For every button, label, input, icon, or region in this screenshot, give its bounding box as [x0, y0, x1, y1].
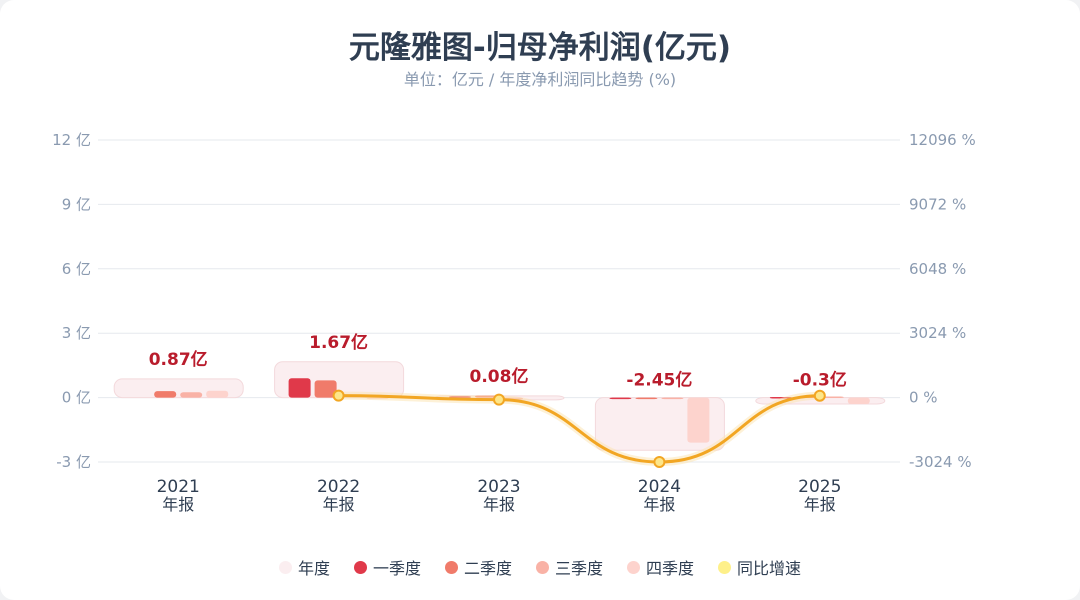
quarter-bar-3 — [661, 397, 684, 400]
legend: 年度 一季度 二季度 三季度 四季度 同比增速 — [0, 555, 1080, 579]
yoy-point — [332, 389, 345, 402]
x-tick-sublabel: 年报 — [804, 495, 836, 514]
yoy-point — [493, 393, 505, 406]
y-tick-label: 6 亿 — [62, 260, 91, 278]
y2-tick-label: 3024 % — [909, 324, 966, 342]
quarter-bar-2 — [314, 380, 337, 398]
y-tick-label: 3 亿 — [62, 324, 91, 342]
y2-tick-label: 6048 % — [909, 260, 966, 278]
y-tick-label: 12 亿 — [52, 131, 91, 149]
quarter-bar-4 — [687, 397, 710, 443]
x-tick-sublabel: 年报 — [643, 495, 675, 514]
quarter-bar-2 — [635, 397, 658, 400]
quarter-bar-1 — [609, 397, 632, 400]
legend-swatch-icon — [278, 560, 292, 574]
y2-tick-label: 0 % — [909, 389, 938, 407]
y2-tick-label: -3024 % — [909, 453, 972, 471]
legend-label: 三季度 — [555, 559, 604, 578]
legend-item[interactable]: 二季度 — [444, 555, 512, 579]
annual-value-label: 0.08亿 — [470, 366, 529, 387]
quarter-bar-3 — [821, 396, 844, 399]
y2-tick-label: 12096 % — [909, 131, 976, 149]
chart-title: 元隆雅图-归母净利润(亿元) — [348, 30, 732, 66]
quarter-bar-4 — [847, 397, 870, 405]
x-tick-label: 2025 — [798, 477, 841, 497]
legend-item[interactable]: 年度 — [278, 555, 330, 579]
x-tick-label: 2021 — [157, 477, 200, 497]
legend-item[interactable]: 三季度 — [536, 555, 603, 579]
legend-swatch-icon — [536, 560, 549, 574]
legend-swatch-icon — [353, 560, 367, 574]
legend-swatch-icon — [718, 560, 732, 574]
yoy-point — [813, 389, 826, 402]
legend-swatch-icon — [444, 560, 458, 574]
legend-item[interactable]: 四季度 — [627, 555, 694, 579]
yoy-line — [338, 394, 820, 464]
legend-label: 一季度 — [372, 559, 421, 578]
y-tick-label: -3 亿 — [56, 453, 91, 471]
quarter-bar-1 — [288, 378, 311, 398]
y-tick-label: 9 亿 — [62, 195, 91, 213]
y-tick-label: 0 亿 — [62, 389, 91, 407]
x-tick-label: 2024 — [638, 477, 681, 497]
x-tick-sublabel: 年报 — [483, 495, 515, 514]
y2-tick-label: 9072 % — [909, 195, 966, 213]
legend-swatch-icon — [627, 560, 641, 574]
annual-value-label: -0.3亿 — [793, 370, 847, 391]
annual-value-label: 1.67亿 — [309, 332, 368, 353]
annual-value-label: -2.45亿 — [626, 370, 692, 391]
x-tick-label: 2023 — [477, 477, 520, 497]
x-tick-label: 2022 — [317, 477, 360, 497]
x-tick-sublabel: 年报 — [323, 495, 355, 514]
quarter-bar-3 — [180, 392, 203, 398]
legend-label: 同比增速 — [737, 559, 802, 578]
chart-subtitle: 单位：亿元 / 年度净利润同比趋势 (%) — [403, 70, 677, 89]
quarter-bar-2 — [154, 391, 177, 398]
legend-label: 四季度 — [646, 559, 695, 578]
legend-item[interactable]: 同比增速 — [718, 555, 801, 579]
quarter-bar-4 — [206, 390, 229, 398]
annual-value-label: 0.87亿 — [149, 349, 208, 370]
legend-label: 年度 — [297, 559, 330, 578]
legend-label: 二季度 — [463, 559, 512, 578]
legend-item[interactable]: 一季度 — [353, 555, 421, 579]
yoy-line-glow — [338, 391, 820, 467]
yoy-point — [653, 456, 666, 468]
x-tick-sublabel: 年报 — [162, 495, 194, 514]
